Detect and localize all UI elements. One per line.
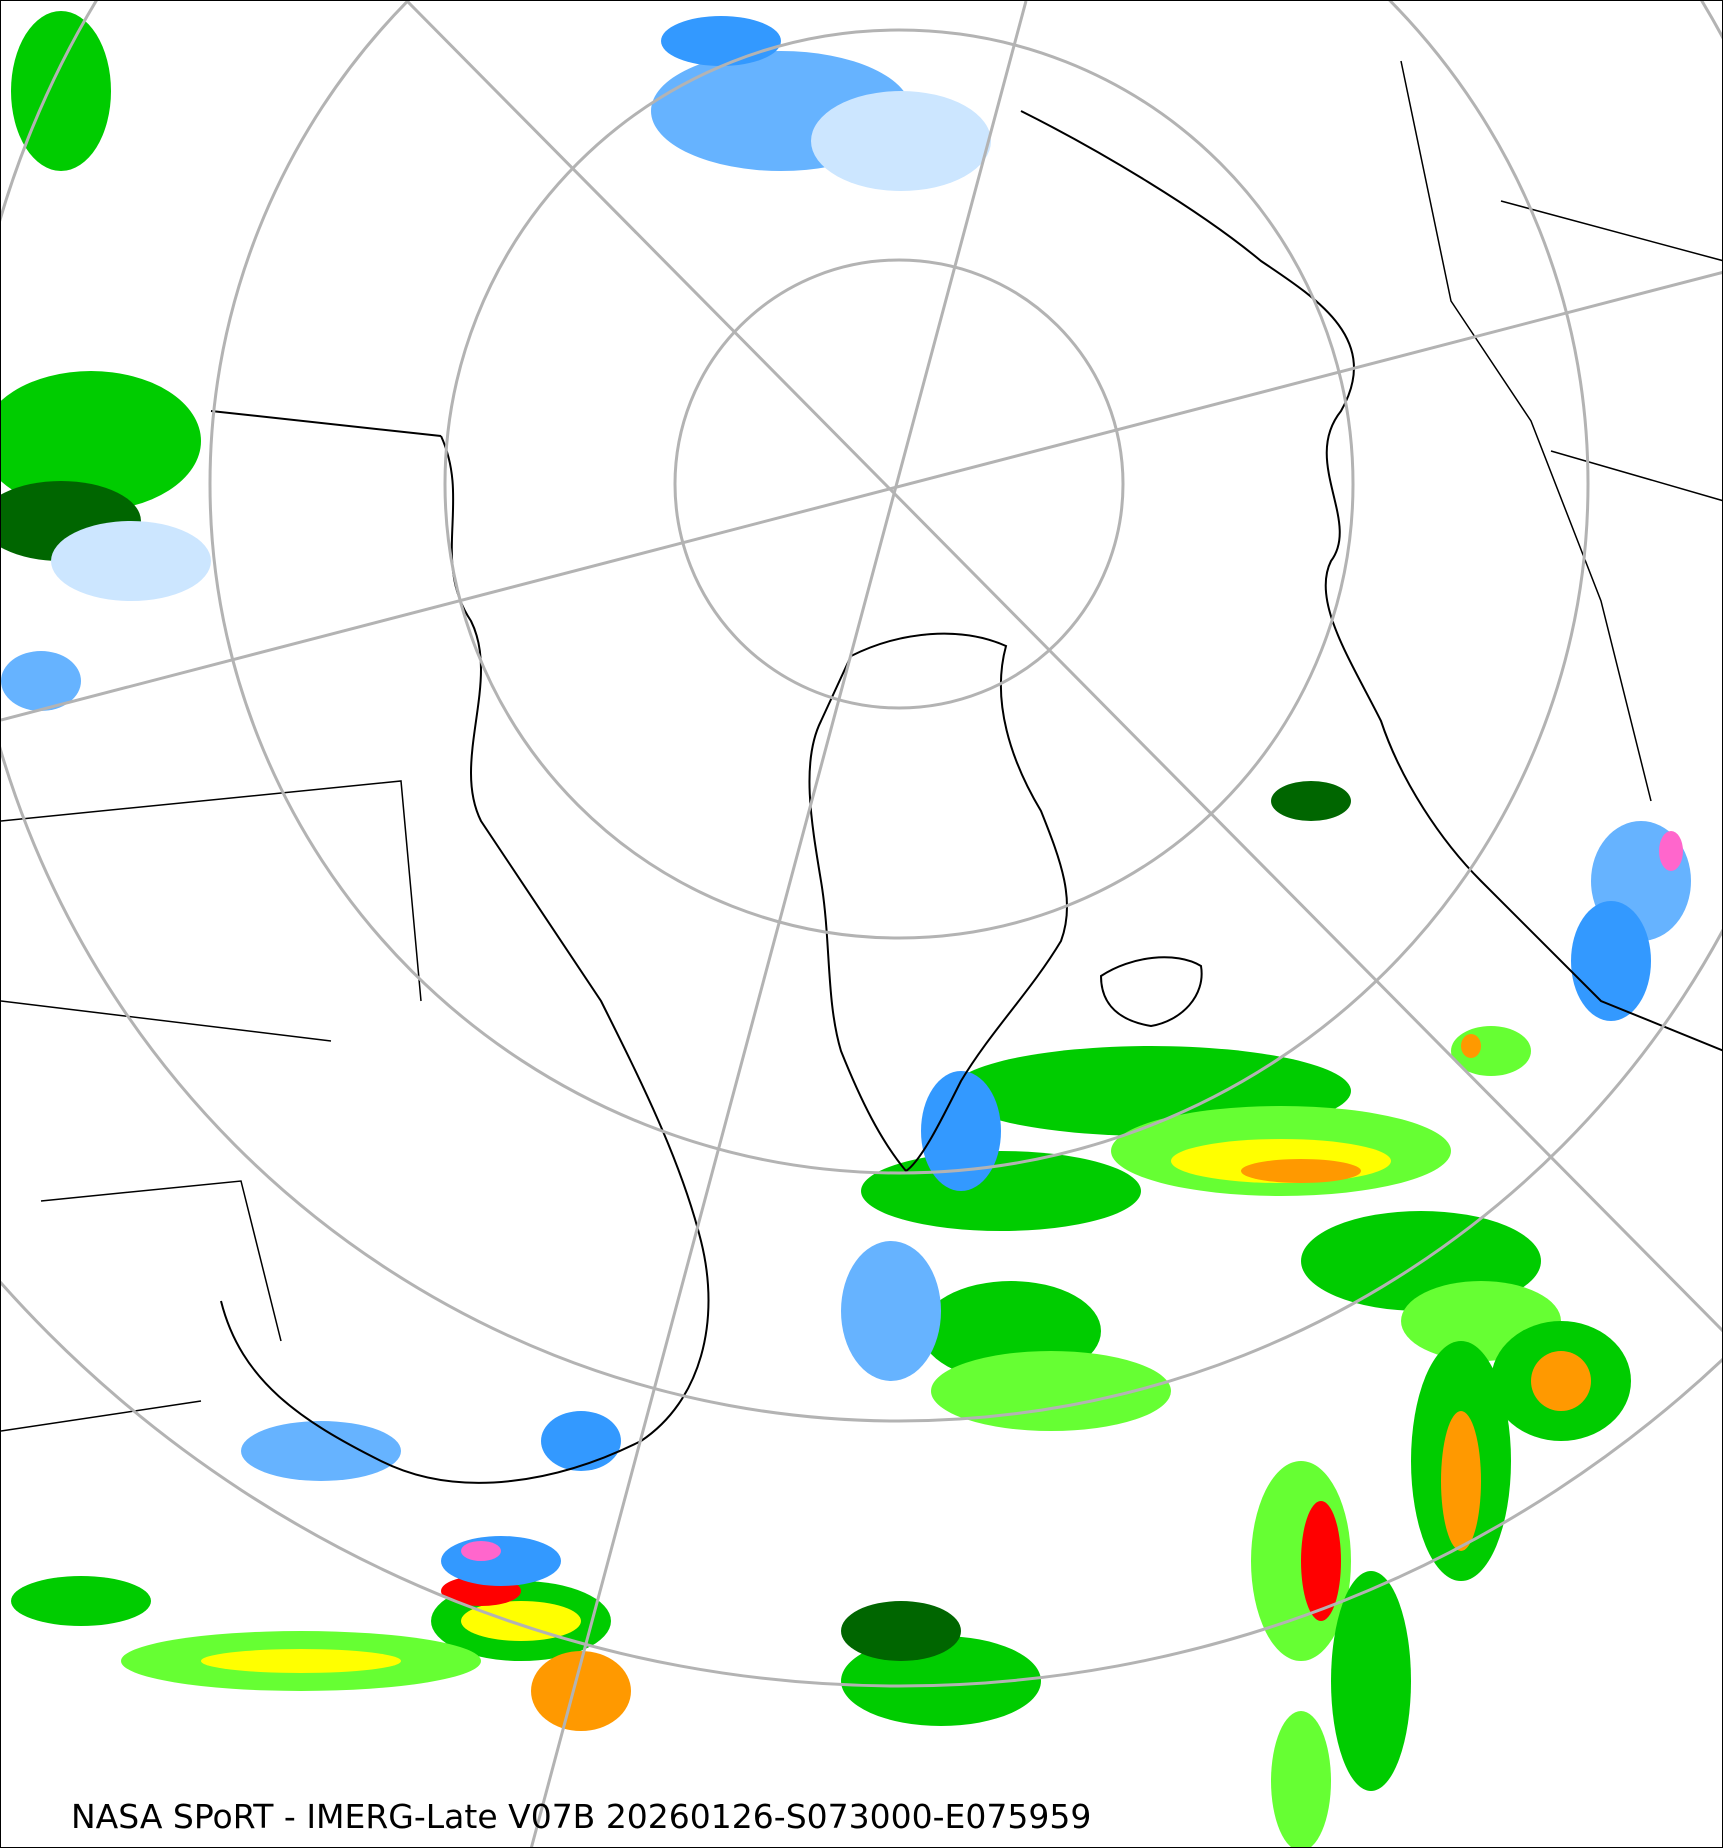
precipitation-area: [811, 91, 991, 191]
meridian-line: [529, 1, 1028, 1847]
precipitation-area: [201, 1649, 401, 1673]
precipitation-area: [241, 1421, 401, 1481]
precipitation-area: [1659, 831, 1683, 871]
precipitation-area: [1531, 1351, 1591, 1411]
north-america-coastline: [210, 410, 710, 1484]
precipitation-area: [11, 11, 111, 171]
coastlines-layer: [1, 60, 1722, 1484]
precipitation-area: [441, 1536, 561, 1586]
latitude-circle: [208, 1, 1590, 1175]
precipitation-area: [461, 1541, 501, 1561]
precipitation-area: [461, 1601, 581, 1641]
precipitation-area: [1, 371, 201, 511]
map-caption: NASA SPoRT - IMERG-Late V07B 20260126-S0…: [71, 1797, 1092, 1836]
political-borders: [1, 60, 1722, 1432]
latitude-circle: [443, 28, 1355, 940]
precipitation-area: [1, 651, 81, 711]
meridian-line: [405, 1, 1722, 1333]
precipitation-area: [51, 521, 211, 601]
precipitation-area: [931, 1351, 1171, 1431]
precipitation-area: [921, 1071, 1001, 1191]
latitude-circle: [673, 258, 1125, 710]
precipitation-area: [661, 16, 781, 66]
eurasia-coastline: [1020, 110, 1722, 1052]
latitude-circle: [1, 1280, 1722, 1688]
precipitation-area: [1571, 901, 1651, 1021]
precipitation-area: [1301, 1501, 1341, 1621]
iceland-coastline: [1099, 956, 1203, 1028]
precipitation-area: [541, 1411, 621, 1471]
precipitation-area: [1271, 1711, 1331, 1847]
precipitation-area: [861, 1151, 1141, 1231]
precipitation-area: [11, 1576, 151, 1626]
precipitation-area: [841, 1241, 941, 1381]
precipitation-area: [1331, 1571, 1411, 1791]
precipitation-area: [1241, 1159, 1361, 1183]
precipitation-layer: [1, 11, 1691, 1847]
precipitation-area: [1461, 1034, 1481, 1058]
precipitation-area: [531, 1651, 631, 1731]
precipitation-area: [841, 1601, 961, 1661]
meridian-line: [1, 270, 1722, 722]
precipitation-area: [1441, 1411, 1481, 1551]
precipitation-area: [1271, 781, 1351, 821]
greenland-coastline: [808, 632, 1069, 1173]
latitude-circle: [1, 1, 1722, 1423]
